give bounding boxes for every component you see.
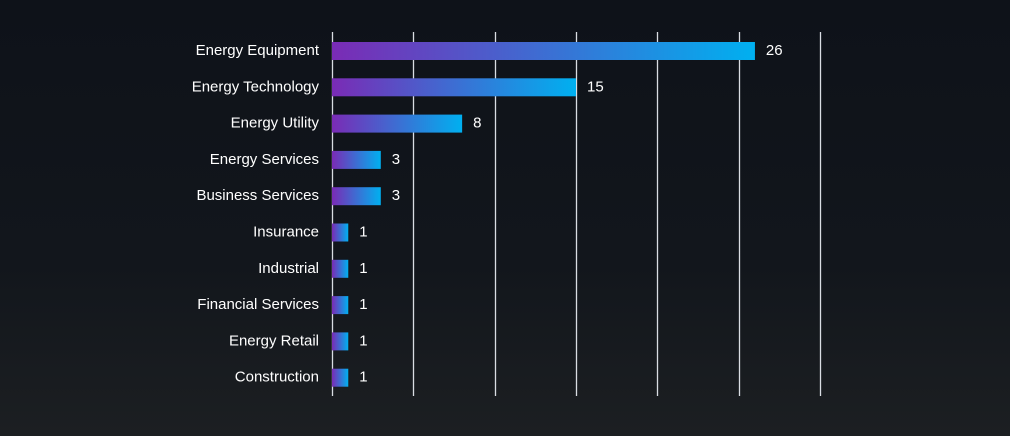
bar-energy-retail <box>332 332 349 351</box>
category-label: Insurance <box>253 223 319 240</box>
value-label: 1 <box>359 369 367 386</box>
value-label: 26 <box>766 42 783 59</box>
bar-insurance <box>332 223 349 242</box>
value-label: 1 <box>359 260 367 277</box>
category-label: Business Services <box>196 187 319 204</box>
category-label: Energy Services <box>210 151 319 168</box>
value-label: 3 <box>392 187 400 204</box>
bar-industrial <box>332 259 349 278</box>
bar-energy-services <box>332 150 381 169</box>
value-label: 1 <box>359 223 367 240</box>
value-label: 15 <box>587 78 604 95</box>
category-label: Energy Technology <box>192 78 320 95</box>
category-label: Industrial <box>258 260 319 277</box>
category-label: Energy Equipment <box>196 42 320 59</box>
value-label: 1 <box>359 296 367 313</box>
value-label: 1 <box>359 332 367 349</box>
bar-energy-utility <box>332 114 463 133</box>
category-label: Energy Retail <box>229 332 319 349</box>
value-labels: 26 15 8 3 3 1 1 1 1 1 <box>359 42 782 386</box>
category-labels: Energy Equipment Energy Technology Energy … <box>192 42 320 386</box>
bar-energy-equipment <box>332 42 755 60</box>
category-label: Energy Utility <box>231 115 320 132</box>
bar-energy-technology <box>332 78 576 97</box>
value-label: 8 <box>473 115 481 132</box>
category-label: Financial Services <box>197 296 319 313</box>
bar-construction <box>332 368 349 387</box>
category-label: Construction <box>235 369 319 386</box>
bar-financial-services <box>332 296 349 315</box>
bar-business-services <box>332 187 381 206</box>
value-label: 3 <box>392 151 400 168</box>
bars <box>332 42 755 387</box>
